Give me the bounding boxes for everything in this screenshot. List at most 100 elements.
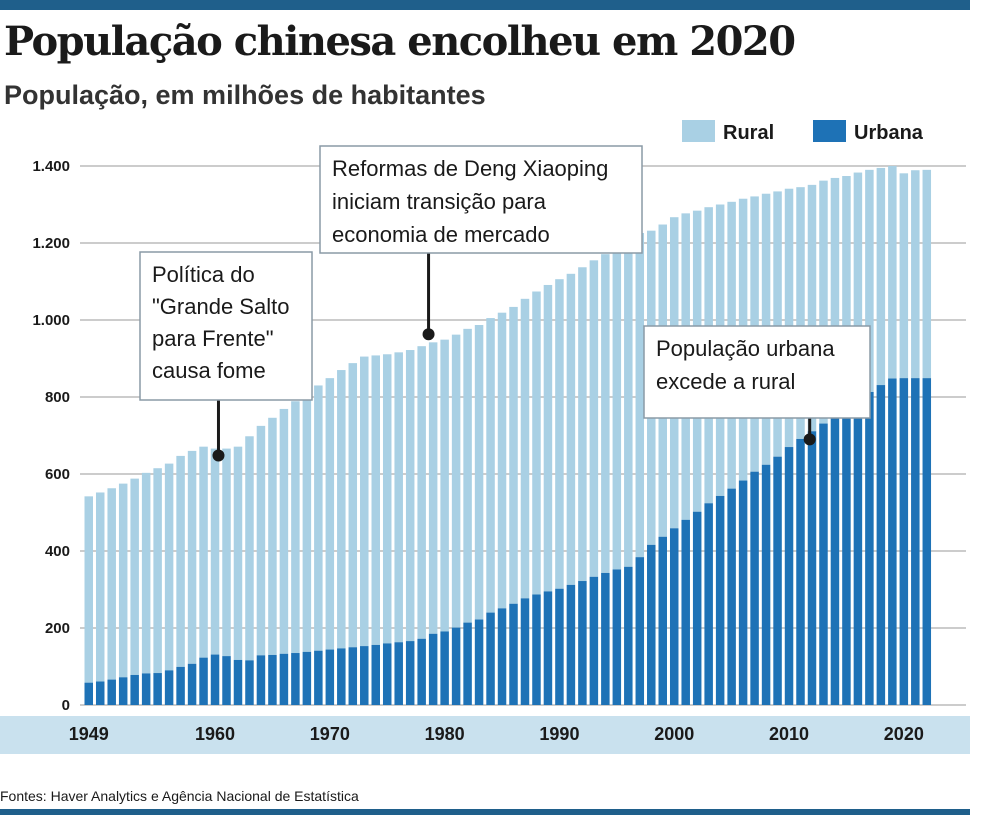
bar-rural xyxy=(922,169,932,379)
bar-urbana xyxy=(360,646,369,705)
bar-rural xyxy=(463,328,472,623)
bar-urbana xyxy=(268,654,277,705)
bar-urbana xyxy=(750,471,759,705)
bar-urbana xyxy=(84,682,93,705)
y-tick-label: 600 xyxy=(45,466,70,483)
bar-rural xyxy=(95,492,105,682)
bar-urbana xyxy=(291,653,300,705)
bar-urbana xyxy=(187,663,197,705)
bar-urbana xyxy=(371,644,380,705)
bar-urbana xyxy=(635,557,645,705)
bar-urbana xyxy=(761,464,771,705)
bar-urbana xyxy=(141,673,151,705)
bar-urbana xyxy=(888,378,897,705)
x-tick-label: 1970 xyxy=(310,724,350,744)
bar-rural xyxy=(187,450,197,664)
top-rule xyxy=(0,0,970,10)
bar-rural xyxy=(141,472,151,674)
bar-rural xyxy=(474,325,484,620)
bar-urbana xyxy=(784,447,794,705)
y-axis-ticks: 0 200 400 600 800 1.000 1.200 1.400 xyxy=(32,158,70,714)
annotation-text: "Grande Salto xyxy=(152,294,289,319)
annotation-dot xyxy=(212,449,225,462)
bar-rural xyxy=(130,478,139,675)
bar-urbana xyxy=(715,495,725,705)
bar-rural xyxy=(486,318,495,613)
bar-rural xyxy=(302,393,312,652)
chart-subtitle: População, em milhões de habitantes xyxy=(4,80,486,110)
y-tick-label: 200 xyxy=(45,620,70,637)
bar-urbana xyxy=(222,656,231,705)
bar-urbana xyxy=(922,378,932,705)
bar-urbana xyxy=(474,619,484,705)
bar-urbana xyxy=(314,650,323,705)
bar-urbana xyxy=(647,544,656,705)
bar-urbana xyxy=(153,673,162,705)
y-tick-label: 0 xyxy=(62,697,70,714)
bar-rural xyxy=(153,468,162,674)
bar-urbana xyxy=(199,657,208,705)
bar-urbana xyxy=(164,670,174,705)
bar-rural xyxy=(865,169,874,392)
bar-urbana xyxy=(612,569,622,705)
annotation: Reformas de Deng Xiaoping iniciam transiç… xyxy=(319,145,643,341)
bar-urbana xyxy=(865,391,874,705)
bar-rural xyxy=(268,417,277,655)
bar-rural xyxy=(842,176,851,409)
bar-rural xyxy=(509,306,518,604)
bar-rural xyxy=(612,250,622,570)
bar-rural xyxy=(784,188,794,448)
bar-rural xyxy=(222,448,231,657)
bar-rural xyxy=(245,436,254,661)
bar-urbana xyxy=(578,581,587,705)
bar-urbana xyxy=(773,456,782,705)
annotation-text: causa fome xyxy=(152,358,266,383)
bar-urbana xyxy=(727,488,736,705)
bar-rural xyxy=(176,455,185,667)
bar-rural xyxy=(555,279,564,589)
bar-urbana xyxy=(899,378,909,705)
bar-urbana xyxy=(428,633,438,705)
bar-rural xyxy=(118,483,128,678)
bar-urbana xyxy=(807,431,817,705)
x-axis-band xyxy=(0,716,970,754)
x-tick-label: 2020 xyxy=(884,724,924,744)
bar-rural xyxy=(360,356,369,647)
bar-rural xyxy=(635,232,645,558)
bar-urbana xyxy=(532,594,541,705)
bar-rural xyxy=(337,370,346,649)
bar-urbana xyxy=(451,627,461,705)
bar-rural xyxy=(233,446,243,660)
bar-urbana xyxy=(348,647,358,705)
bar-urbana xyxy=(658,536,667,705)
annotation-text: excede a rural xyxy=(656,369,795,394)
bar-rural xyxy=(601,254,610,573)
bar-urbana xyxy=(819,423,828,705)
legend-label-urbana: Urbana xyxy=(854,122,924,144)
bar-rural xyxy=(543,284,553,592)
bar-rural xyxy=(911,170,920,379)
bar-rural xyxy=(279,408,289,654)
bar-urbana xyxy=(704,503,713,705)
bar-urbana xyxy=(463,622,472,705)
bar-rural xyxy=(107,488,116,680)
bar-rural xyxy=(888,166,897,379)
bar-rural xyxy=(348,363,358,648)
bar-urbana xyxy=(681,519,690,705)
bar-urbana xyxy=(842,408,851,705)
bar-rural xyxy=(210,448,220,655)
bar-rural xyxy=(773,191,782,457)
y-tick-label: 800 xyxy=(45,389,70,406)
bar-urbana xyxy=(245,660,254,705)
bar-urbana xyxy=(738,480,748,705)
bar-rural xyxy=(497,312,507,609)
bar-rural xyxy=(624,248,633,567)
bar-rural xyxy=(853,172,863,400)
annotations: Política do "Grande Salto para Frente" caus… xyxy=(139,145,871,462)
bar-urbana xyxy=(405,641,415,705)
bar-urbana xyxy=(911,378,920,705)
bar-urbana xyxy=(796,438,805,705)
annotation: Política do "Grande Salto para Frente" caus… xyxy=(139,251,313,462)
bar-urbana xyxy=(118,677,128,705)
annotation-text: População urbana xyxy=(656,336,835,361)
